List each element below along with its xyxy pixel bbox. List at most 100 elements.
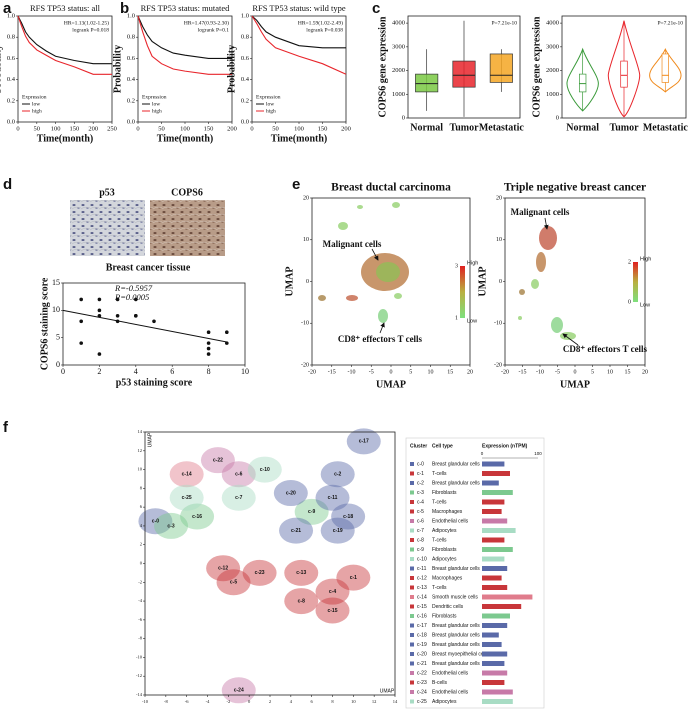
x-tick-label: Metastatic — [643, 122, 689, 133]
annotation: R=-0.5957 — [114, 283, 153, 293]
y-tick-label: 0.4 — [127, 76, 136, 83]
cluster-swatch — [410, 462, 414, 466]
y-tick-label: 0.0 — [7, 118, 15, 125]
cluster-label: c-3 — [167, 523, 174, 529]
cell-cloud — [551, 317, 563, 333]
x-tick-label: 50 — [272, 125, 279, 132]
annotation: HR=1.59(1.02-2.49) — [298, 19, 343, 26]
x-tick-label: 6 — [311, 699, 314, 704]
chart-title: RFS TP53 status: wild type — [252, 3, 346, 13]
cluster-swatch — [410, 557, 414, 561]
x-axis-label: Time(month) — [271, 133, 327, 144]
cluster-label: c-22 — [213, 458, 223, 464]
expression-bar — [482, 661, 505, 666]
y-tick-label: 0.8 — [241, 34, 249, 41]
x-axis-label: Time(month) — [37, 133, 93, 144]
cluster-cloud — [284, 559, 319, 586]
cluster-label: c-8 — [298, 598, 305, 604]
annotation-arrow — [379, 322, 385, 334]
point — [225, 330, 229, 335]
annotation-arrow — [543, 217, 549, 230]
box — [452, 60, 476, 88]
cluster-label: c-0 — [152, 519, 159, 525]
legend-label: low — [32, 101, 40, 107]
cell-type: Macrophages — [432, 509, 463, 515]
chart-title: RFS TP53 status: mutated — [141, 3, 231, 13]
x-tick-label: 0 — [250, 125, 253, 132]
x-tick-label: 100 — [294, 125, 304, 132]
cluster-label: c-24 — [234, 688, 244, 694]
colorbar-tick-label: 2 — [628, 259, 631, 265]
y-tick-label: 6 — [140, 504, 143, 509]
annotation: Malignant cells — [511, 207, 570, 217]
x-axis-label: Time(month) — [157, 133, 213, 144]
panel-label: a — [3, 0, 12, 17]
cluster-label: c-7 — [235, 495, 242, 501]
survival-curve — [17, 15, 112, 75]
expression-bar — [482, 670, 508, 676]
cluster-id: c-11 — [417, 566, 427, 572]
cluster-swatch — [410, 528, 414, 533]
colorbar-label: High — [640, 256, 651, 262]
expression-bar — [482, 509, 502, 514]
annotation: P=0.0005 — [114, 292, 149, 302]
x-axis-label: UMAP — [376, 379, 406, 390]
cluster-swatch — [410, 633, 414, 637]
y-tick-label: 12 — [138, 448, 143, 453]
expression-bar — [482, 699, 513, 704]
cluster-swatch — [410, 471, 414, 476]
x-axis-label: UMAP — [380, 688, 395, 694]
x-tick-label: 250 — [107, 125, 117, 132]
expression-bar — [482, 471, 510, 476]
box — [579, 73, 587, 93]
cluster-label: c-10 — [260, 467, 270, 473]
cluster-id: c-5 — [417, 509, 424, 515]
colorbar-label: Low — [467, 318, 477, 324]
cluster-cloud — [273, 480, 308, 507]
expression-bar — [482, 490, 513, 495]
annotation: HR=1.47(0.93-2.30) — [184, 19, 229, 26]
point — [97, 297, 102, 302]
y-tick-label: 5 — [56, 332, 60, 341]
expression-bar — [482, 689, 513, 695]
point — [134, 297, 138, 302]
cell-type: Breast glandular cells — [432, 461, 480, 467]
cluster-swatch — [410, 614, 414, 618]
y-tick-label: 0.2 — [127, 97, 135, 104]
y-tick-label: 20 — [496, 195, 502, 201]
table-header: Expression (nTPM) — [482, 443, 528, 449]
colorbar-tick-label: 1 — [455, 315, 458, 321]
cell-type: Smooth muscle cells — [432, 594, 478, 600]
y-tick-label: 10 — [52, 305, 60, 314]
y-tick-label: 1000 — [546, 91, 559, 98]
x-tick-label: 0 — [61, 367, 65, 376]
x-tick-label: -5 — [555, 369, 560, 375]
cluster-swatch — [410, 652, 414, 656]
x-tick-label: 15 — [447, 369, 453, 375]
cluster-label: c-16 — [192, 514, 202, 520]
x-tick-label: -5 — [369, 369, 374, 375]
annotation-arrow — [562, 333, 579, 346]
box — [489, 53, 513, 83]
cell-cloud — [338, 222, 348, 230]
expression-bar — [482, 680, 505, 685]
cluster-id: c-20 — [417, 651, 427, 657]
cluster-label: c-4 — [329, 589, 336, 595]
y-axis-label: UMAP — [477, 267, 488, 297]
colorbar-label: High — [467, 260, 478, 266]
y-tick-label: 3000 — [392, 43, 405, 50]
cluster-swatch — [410, 699, 414, 704]
trend-line — [62, 309, 227, 343]
cluster-swatch — [410, 661, 414, 666]
cluster-cloud — [169, 484, 204, 511]
y-tick-label: 10 — [496, 237, 502, 243]
legend-title: Expression — [256, 94, 281, 100]
y-tick-label: 15 — [52, 278, 60, 287]
y-tick-label: 0.6 — [127, 55, 136, 62]
colorbar — [633, 262, 638, 302]
x-tick-label: 150 — [204, 125, 214, 132]
box — [415, 73, 439, 93]
survival-curve — [251, 15, 346, 49]
point — [152, 319, 156, 324]
cluster-cloud — [206, 555, 241, 582]
